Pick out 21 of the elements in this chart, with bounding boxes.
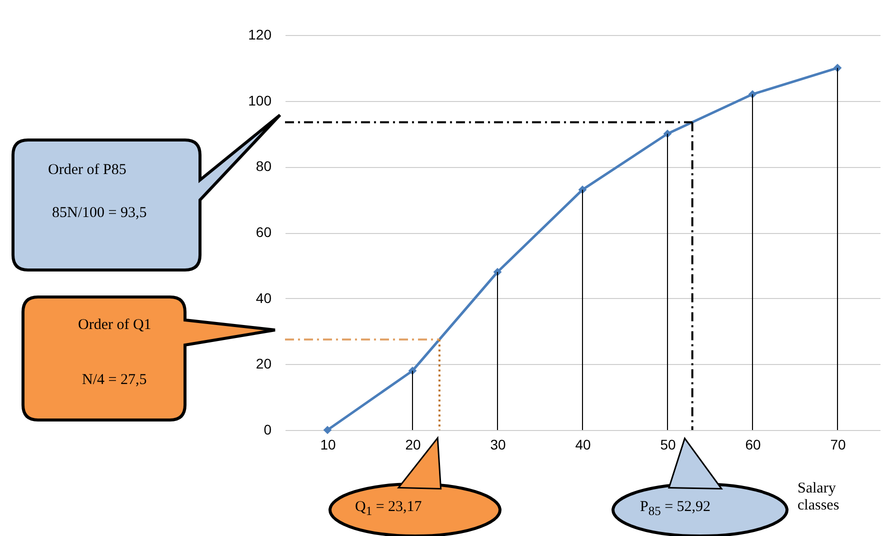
y-tick-label: 100	[248, 92, 272, 108]
x-tick-label: 60	[745, 436, 761, 452]
x-tick-label: 20	[405, 436, 421, 452]
x-axis-title: Salary classes	[798, 480, 840, 514]
x-tick-label: 30	[490, 436, 506, 452]
y-tick-label: 120	[248, 26, 272, 42]
x-tick-label: 40	[575, 436, 591, 452]
x-tick-label: 10	[320, 436, 336, 452]
x-tick-label: 50	[660, 436, 676, 452]
text: Order of Q1	[78, 317, 152, 334]
text: Order of P85	[48, 162, 126, 179]
y-tick-label: 40	[256, 290, 272, 306]
text: Q$_{1}$ = 23,17	[355, 499, 422, 519]
text: N/4 = 27,5	[82, 372, 147, 389]
y-tick-label: 20	[256, 356, 272, 372]
x-tick-label: 70	[830, 436, 846, 452]
y-tick-label: 60	[256, 224, 272, 240]
text: P$_{85}$ = 52,92	[640, 499, 711, 519]
y-tick-label: 0	[264, 422, 272, 438]
text: 85N/100 = 93,5	[52, 205, 147, 222]
y-tick-label: 80	[256, 158, 272, 174]
